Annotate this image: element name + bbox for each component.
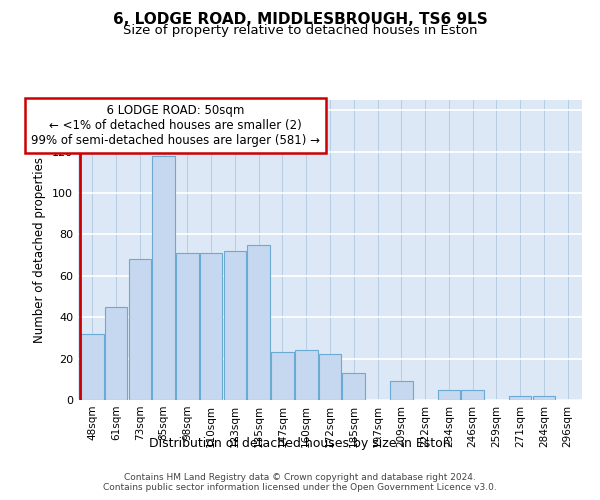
Text: 6 LODGE ROAD: 50sqm  
← <1% of detached houses are smaller (2)
99% of semi-detac: 6 LODGE ROAD: 50sqm ← <1% of detached ho… xyxy=(31,104,320,147)
Bar xyxy=(437,390,460,400)
Bar xyxy=(176,253,199,400)
Bar xyxy=(295,350,317,400)
Bar xyxy=(319,354,341,400)
Text: Contains public sector information licensed under the Open Government Licence v3: Contains public sector information licen… xyxy=(103,484,497,492)
Bar xyxy=(509,396,532,400)
Text: Size of property relative to detached houses in Eston: Size of property relative to detached ho… xyxy=(123,24,477,37)
Bar xyxy=(461,390,484,400)
Bar xyxy=(200,253,223,400)
Bar xyxy=(533,396,555,400)
Bar xyxy=(128,260,151,400)
Bar xyxy=(247,245,270,400)
Bar xyxy=(105,307,127,400)
Text: Contains HM Land Registry data © Crown copyright and database right 2024.: Contains HM Land Registry data © Crown c… xyxy=(124,472,476,482)
Bar xyxy=(81,334,104,400)
Bar xyxy=(271,352,294,400)
Bar xyxy=(343,373,365,400)
Y-axis label: Number of detached properties: Number of detached properties xyxy=(34,157,46,343)
Bar xyxy=(224,251,246,400)
Text: 6, LODGE ROAD, MIDDLESBROUGH, TS6 9LS: 6, LODGE ROAD, MIDDLESBROUGH, TS6 9LS xyxy=(113,12,487,28)
Bar xyxy=(390,382,413,400)
Text: Distribution of detached houses by size in Eston: Distribution of detached houses by size … xyxy=(149,438,451,450)
Bar xyxy=(152,156,175,400)
